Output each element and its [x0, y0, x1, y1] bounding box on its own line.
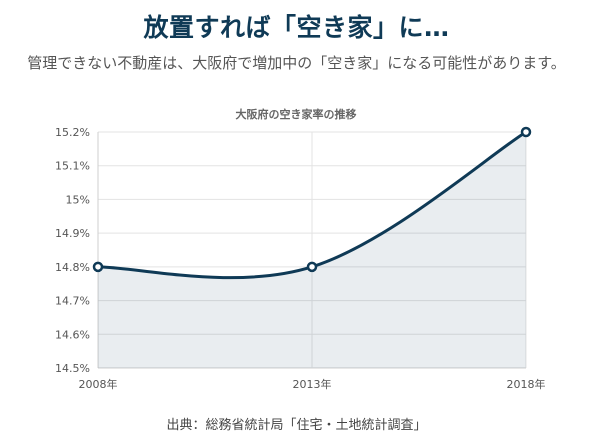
- series-area: [98, 132, 526, 368]
- x-tick-label: 2018年: [507, 377, 546, 391]
- y-axis-ticks: 14.5% 14.6% 14.7% 14.8% 14.9% 15% 15.1% 15.2%: [55, 126, 90, 375]
- data-point-2018年[interactable]: [520, 126, 532, 138]
- data-point-2013年[interactable]: [306, 261, 318, 273]
- source-note: 出典：総務省統計局「住宅・土地統計調査」: [166, 418, 427, 433]
- chart-series: [92, 126, 532, 368]
- y-tick-label: 14.7%: [55, 295, 90, 308]
- data-point-2008年[interactable]: [92, 261, 104, 273]
- page-subtitle: 管理できない不動産は、大阪府で増加中の「空き家」になる可能性があります。: [27, 54, 566, 72]
- y-tick-label: 15%: [66, 193, 90, 206]
- x-axis-ticks: 2008年 2013年 2018年: [79, 377, 546, 391]
- y-tick-label: 15.1%: [55, 160, 90, 173]
- y-tick-label: 14.5%: [55, 362, 90, 375]
- chart-title: 大阪府の空き家率の推移: [236, 107, 357, 121]
- y-tick-label: 14.8%: [55, 261, 90, 274]
- y-tick-label: 15.2%: [55, 126, 90, 139]
- chart-grid: [97, 131, 527, 369]
- y-tick-label: 14.9%: [55, 227, 90, 240]
- y-tick-label: 14.6%: [55, 328, 90, 341]
- vacancy-rate-line-chart: 大阪府の空き家率の推移 14.5% 14.6% 14.7% 14.8% 14.9% 15%…: [55, 107, 546, 391]
- x-tick-label: 2013年: [293, 377, 332, 391]
- page-headline: 放置すれば「空き家」に…: [143, 13, 450, 42]
- x-tick-label: 2008年: [79, 377, 118, 391]
